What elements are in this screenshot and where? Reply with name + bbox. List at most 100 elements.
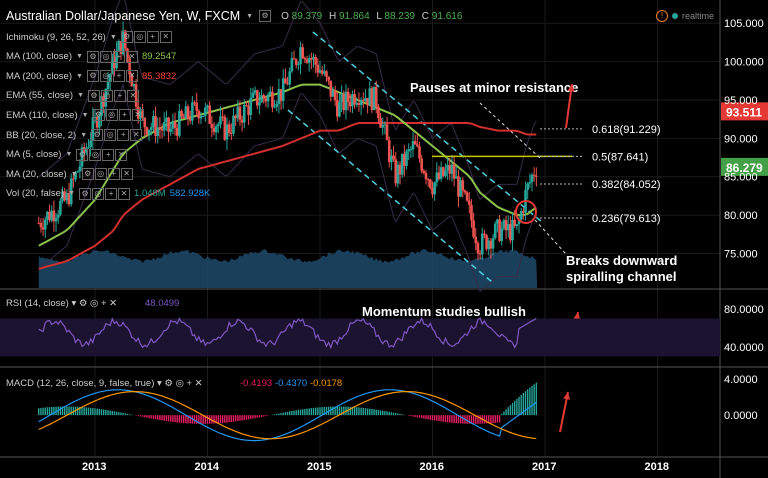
visibility-icon[interactable]: ◎	[99, 70, 112, 83]
visibility-icon[interactable]: ◎	[104, 129, 117, 141]
candle-body	[201, 115, 205, 117]
chevron-down-icon[interactable]: ▼	[81, 111, 89, 119]
add-icon[interactable]: +	[107, 168, 120, 181]
candle-body	[504, 220, 508, 231]
rsi-tick-label: 40.0000	[724, 342, 764, 354]
add-icon[interactable]: +	[112, 50, 125, 63]
candle-body	[165, 117, 168, 123]
settings-icon[interactable]: ⚙	[120, 31, 133, 43]
close-icon[interactable]: ✕	[125, 50, 138, 63]
close-icon[interactable]: ✕	[159, 31, 172, 43]
close-icon[interactable]: ✕	[125, 70, 138, 83]
indicator-row[interactable]: EMA (110, close) ▼ ⚙ ◎ + ✕	[6, 109, 144, 122]
candle-body	[385, 124, 389, 141]
chevron-down-icon[interactable]: ▼	[76, 53, 83, 61]
descending-channel	[287, 31, 543, 283]
add-icon[interactable]: +	[102, 148, 115, 161]
candle-body	[301, 47, 304, 59]
rsi-value: 48.0499	[145, 298, 179, 309]
settings-icon[interactable]: ⚙	[86, 50, 99, 63]
candle-body	[493, 223, 497, 239]
settings-icon[interactable]: ⚙	[79, 187, 92, 200]
warning-icon[interactable]: !	[655, 10, 668, 22]
settings-icon[interactable]: ⚙	[92, 109, 105, 122]
indicator-row[interactable]: EMA (55, close) ▼ ⚙ ◎ + ✕	[6, 89, 139, 102]
close-icon[interactable]: ✕	[120, 168, 133, 181]
visibility-icon[interactable]: ◎	[89, 148, 102, 161]
candle-body	[418, 146, 421, 159]
close-icon[interactable]: ✕	[115, 148, 128, 161]
candle-body	[277, 89, 281, 104]
candle-body	[496, 219, 499, 224]
indicator-buttons: ⚙ ◎ + ✕	[92, 109, 144, 122]
candle-body	[158, 127, 162, 129]
candle-body	[247, 105, 250, 116]
add-icon[interactable]: +	[117, 129, 130, 141]
candle-body	[351, 94, 354, 107]
candle-body	[528, 182, 532, 184]
settings-icon[interactable]: ⚙	[91, 129, 104, 141]
visibility-icon[interactable]: ◎	[94, 168, 107, 181]
visibility-icon[interactable]: ◎	[133, 31, 146, 43]
settings-icon[interactable]: ⚙	[81, 168, 94, 181]
candle-body	[420, 158, 423, 171]
visibility-icon[interactable]: ◎	[105, 109, 118, 122]
indicator-row[interactable]: Ichimoku (9, 26, 52, 26) ▼ ⚙ ◎ + ✕	[6, 31, 172, 43]
chevron-down-icon[interactable]: ▼	[68, 190, 76, 198]
close-icon[interactable]: ✕	[127, 89, 139, 102]
candle-body	[474, 236, 478, 243]
visibility-icon[interactable]: ◎	[101, 89, 113, 102]
candle-body	[357, 102, 361, 106]
settings-icon[interactable]: ⚙	[88, 89, 100, 102]
indicator-buttons: ⚙ ◎ + ✕	[86, 70, 138, 83]
candle-body	[87, 147, 90, 149]
symbol-title[interactable]: Australian Dollar/Japanese Yen, W, FXCM	[6, 9, 241, 23]
add-icon[interactable]: +	[146, 31, 159, 43]
settings-icon[interactable]: ⚙	[259, 10, 272, 22]
indicator-row[interactable]: MA (200, close) ▼ ⚙ ◎ + ✕ 85.3832	[6, 70, 176, 83]
add-icon[interactable]: +	[105, 187, 118, 200]
close-icon[interactable]: ✕	[131, 109, 144, 122]
candle-body	[383, 124, 387, 126]
candle-body	[361, 99, 365, 102]
settings-icon[interactable]: ⚙	[76, 148, 89, 161]
candle-body	[400, 153, 404, 175]
candle-body	[398, 164, 402, 175]
candle-body	[46, 211, 49, 220]
add-icon[interactable]: +	[118, 109, 131, 122]
indicator-row[interactable]: Vol (20, false) ▼ ⚙ ◎ + ✕ 1.048M 582.928K	[6, 187, 210, 200]
candle-body	[219, 116, 222, 125]
rsi-pane	[0, 316, 720, 357]
candle-body	[310, 58, 313, 60]
chevron-down-icon[interactable]: ▼	[80, 131, 88, 139]
indicator-row[interactable]: MA (100, close) ▼ ⚙ ◎ + ✕ 89.2547	[6, 50, 176, 63]
chevron-down-icon[interactable]: ▼	[76, 72, 83, 80]
candle-body	[63, 191, 67, 201]
close-icon[interactable]: ✕	[130, 129, 143, 141]
candle-body	[381, 124, 385, 128]
visibility-icon[interactable]: ◎	[99, 50, 112, 63]
chevron-down-icon[interactable]: ▼	[77, 92, 84, 100]
candle-body	[143, 117, 147, 128]
indicator-row[interactable]: MA (20, close) ▼ ⚙ ◎ + ✕	[6, 168, 133, 181]
visibility-icon[interactable]: ◎	[92, 187, 105, 200]
close-icon[interactable]: ✕	[118, 187, 131, 200]
candle-body	[154, 116, 157, 137]
indicator-row[interactable]: BB (20, close, 2) ▼ ⚙ ◎ + ✕	[6, 129, 143, 141]
chevron-down-icon[interactable]: ▼	[109, 33, 117, 41]
candle-body	[117, 41, 121, 51]
candle-body	[305, 59, 309, 63]
chevron-down-icon[interactable]: ▼	[70, 170, 78, 178]
settings-icon[interactable]: ⚙	[86, 70, 99, 83]
chevron-down-icon[interactable]: ▼	[65, 151, 73, 159]
add-icon[interactable]: +	[114, 89, 126, 102]
candle-body	[147, 129, 151, 135]
annotation-leader	[479, 102, 541, 159]
candle-body	[433, 182, 436, 195]
add-icon[interactable]: +	[112, 70, 125, 83]
indicator-row[interactable]: MA (5, close) ▼ ⚙ ◎ + ✕	[6, 148, 128, 161]
time-tick-label: 2017	[532, 461, 556, 473]
chevron-down-icon[interactable]: ▼	[246, 12, 254, 20]
candle-body	[221, 116, 224, 118]
candle-body	[374, 86, 378, 107]
